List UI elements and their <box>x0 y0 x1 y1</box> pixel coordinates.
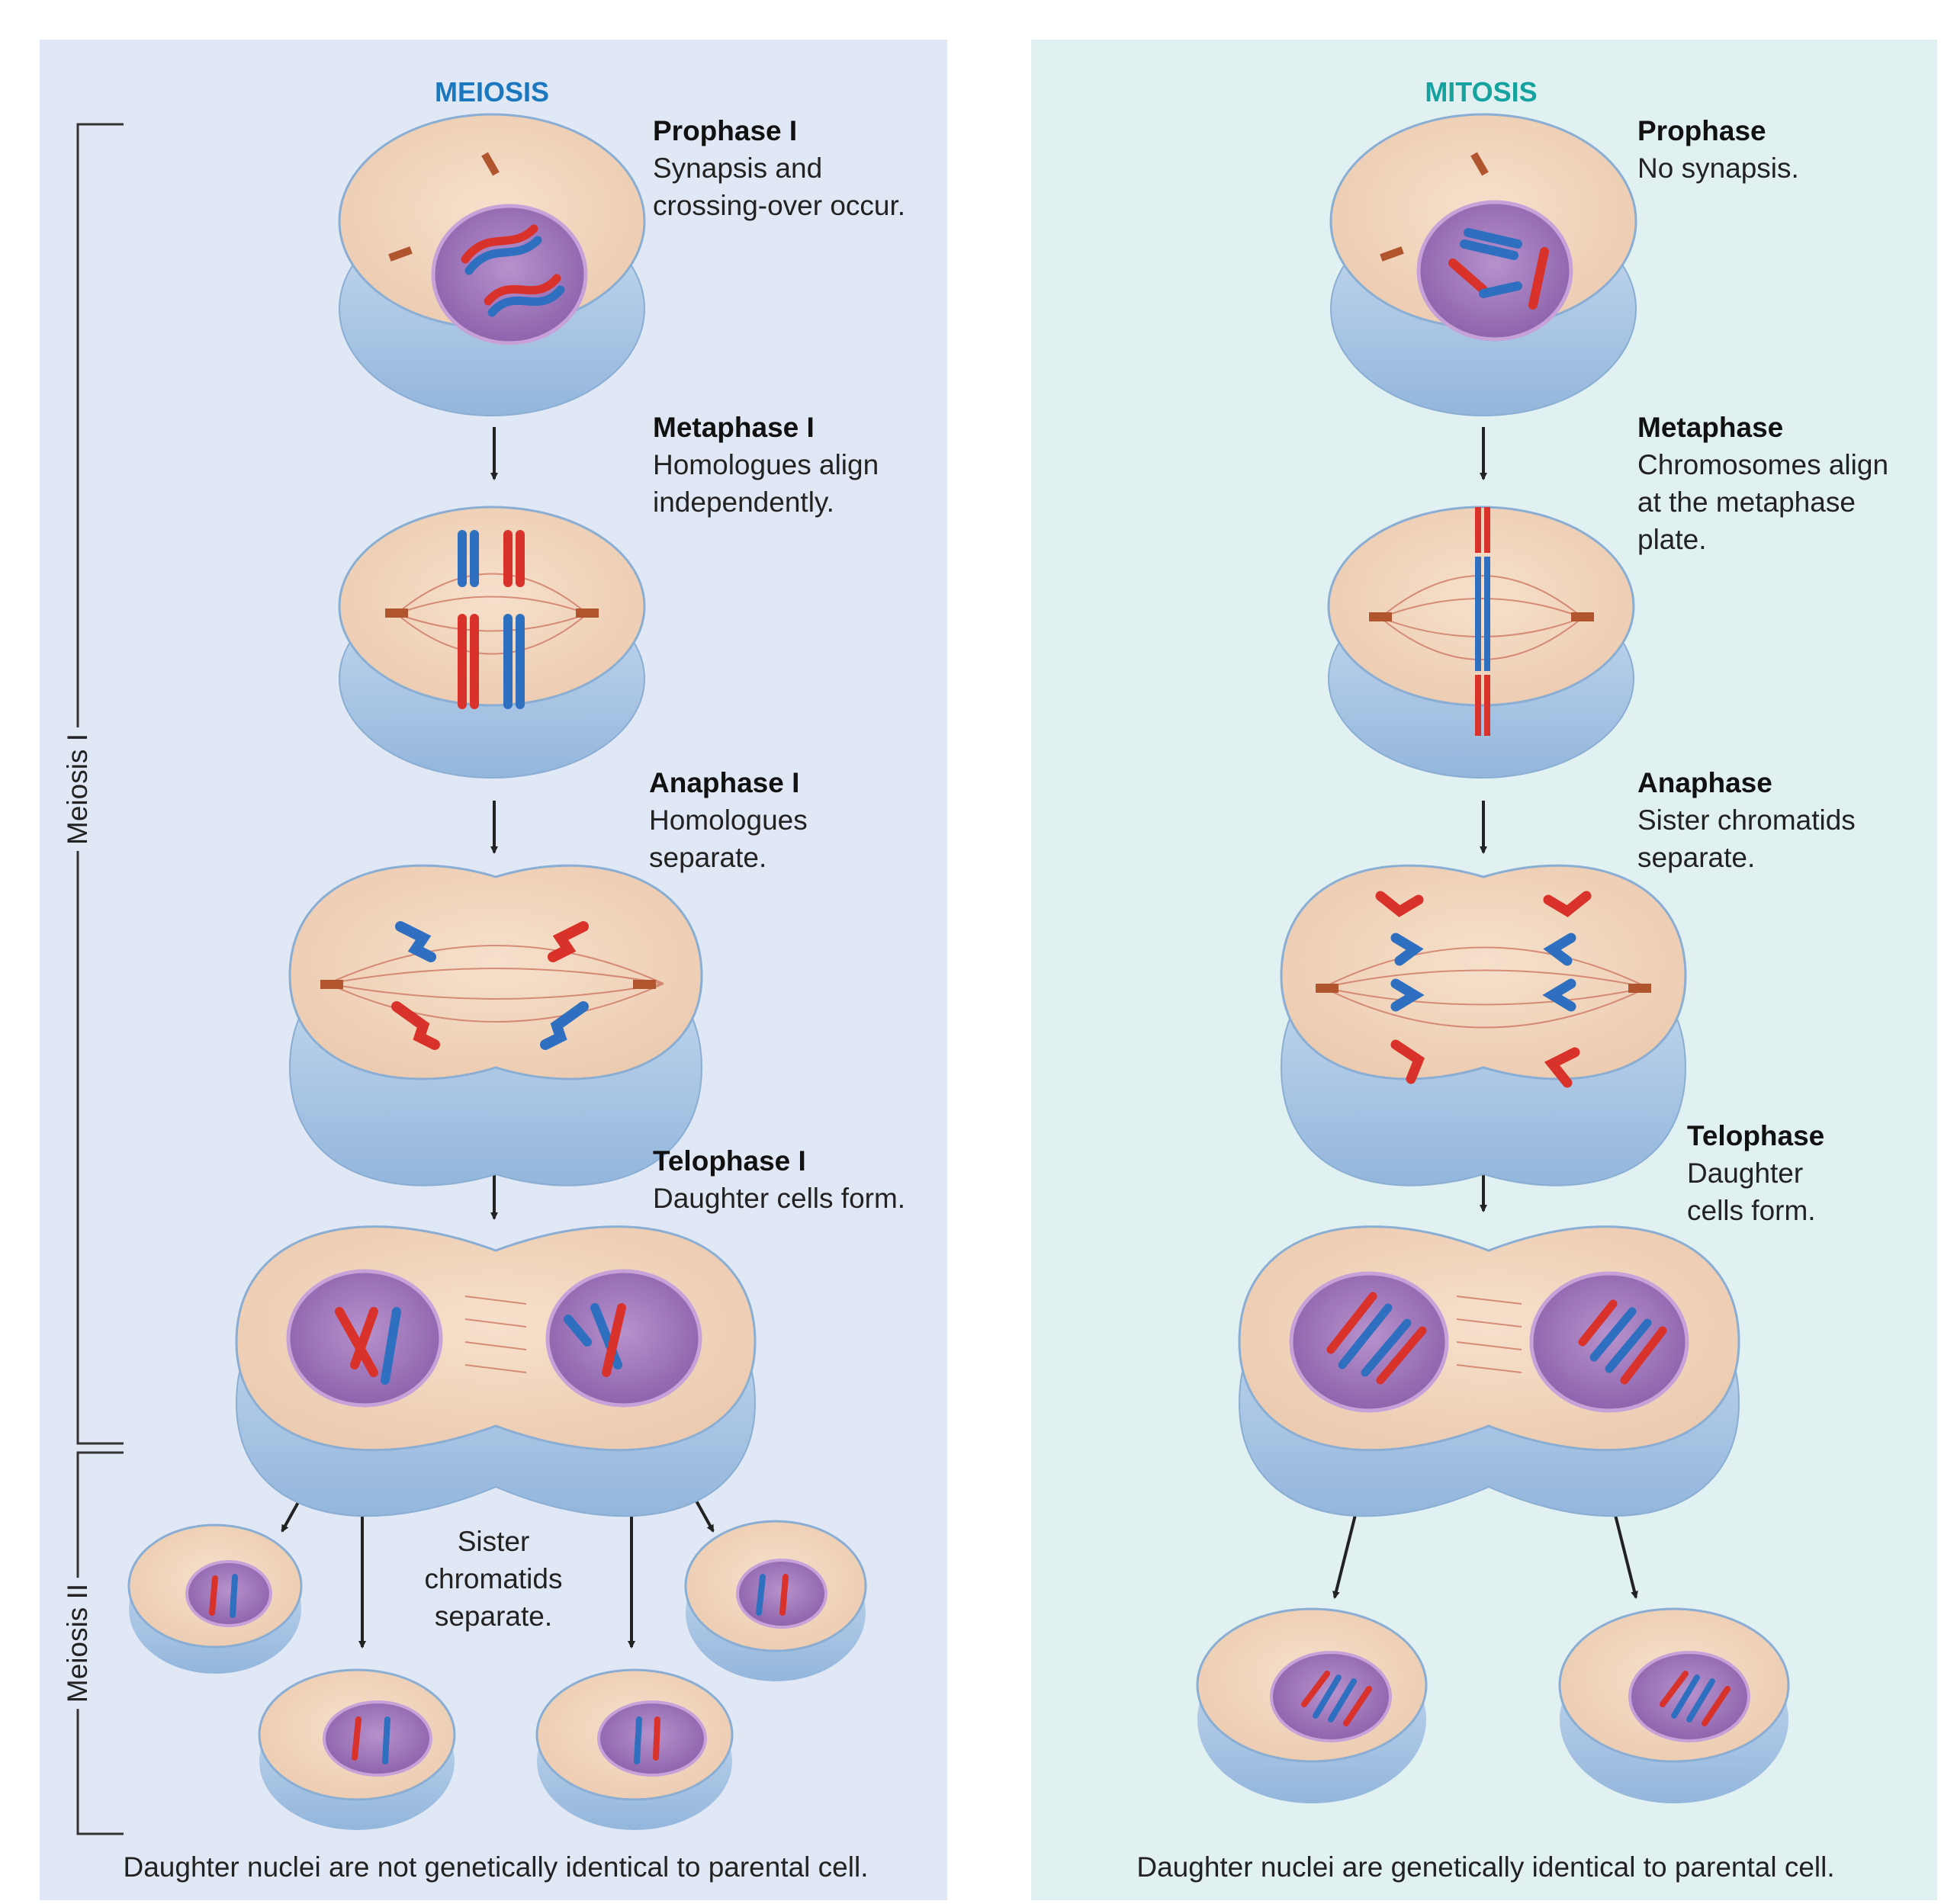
prophase-label: Prophase No synapsis. <box>1637 115 1799 184</box>
metaphase-label: Metaphase Chromosomes align at the metapha… <box>1637 412 1889 555</box>
cell-anaphase <box>1280 864 1687 1186</box>
daughter-cell-3 <box>535 1668 734 1830</box>
prophase-1-label: Prophase I Synapsis and crossing-over occu… <box>653 115 906 221</box>
meiosis-footer: Daughter nuclei are not genetically iden… <box>123 1851 869 1883</box>
meiosis-2-daughter-cells <box>127 1520 867 1830</box>
anaphase-1-label: Anaphase I Homologues separate. <box>649 767 808 873</box>
cell-metaphase-1 <box>338 506 646 779</box>
cell-telophase <box>1238 1225 1740 1517</box>
telophase-label: Telophase Daughter cells form. <box>1687 1120 1825 1226</box>
telophase-1-label: Telophase I Daughter cells form. <box>653 1145 906 1214</box>
metaphase-1-label: Metaphase I Homologues align independently… <box>653 412 879 518</box>
mitosis-footer: Daughter nuclei are genetically identica… <box>1136 1851 1835 1883</box>
meiosis-1-bracket-label: Meiosis I <box>62 727 94 851</box>
daughter-cell-2 <box>258 1668 456 1830</box>
meiosis-2-bracket-label: Meiosis II <box>62 1577 94 1710</box>
mitosis-daughter-cells <box>1196 1607 1790 1803</box>
cell-telophase-1 <box>235 1225 757 1517</box>
cell-metaphase <box>1327 506 1635 779</box>
mitosis-title: MITOSIS <box>1425 76 1538 108</box>
meiosis-title: MEIOSIS <box>434 76 550 108</box>
anaphase-label: Anaphase Sister chromatids separate. <box>1637 767 1856 873</box>
daughter-cell-1 <box>127 1524 303 1674</box>
mitosis-daughter-cell-1 <box>1196 1607 1428 1803</box>
cell-prophase <box>1329 113 1637 416</box>
mitosis-daughter-cell-2 <box>1558 1607 1790 1803</box>
cell-anaphase-1 <box>288 864 703 1186</box>
cell-prophase-1 <box>338 113 646 416</box>
meiosis-2-label: Sister chromatids separate. <box>424 1526 563 1632</box>
daughter-cell-4 <box>684 1520 867 1681</box>
